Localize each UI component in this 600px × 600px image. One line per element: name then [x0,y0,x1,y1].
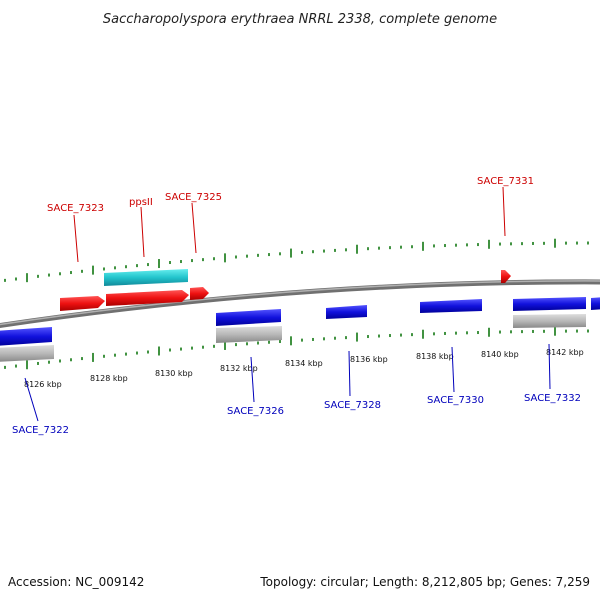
label-sace-7323[interactable]: SACE_7323 [47,203,104,214]
label-ppsii[interactable]: ppsII [129,197,153,208]
label-sace-7326[interactable]: SACE_7326 [227,406,284,417]
label-sace-7322[interactable]: SACE_7322 [12,425,69,436]
gene-edge-arrow[interactable] [591,297,600,310]
gene-sace-7326-arrow[interactable] [216,309,281,326]
genome-backbone-highlight [0,280,600,326]
tick-label-8142: 8142 kbp [546,348,584,357]
label-sace-7330[interactable]: SACE_7330 [427,395,484,406]
gene-sace-7322-arrow[interactable] [0,327,52,346]
tick-label-8136: 8136 kbp [350,355,388,364]
tick-label-8134: 8134 kbp [285,359,323,368]
tick-label-8132: 8132 kbp [220,364,258,373]
label-sace-7332[interactable]: SACE_7332 [524,393,581,404]
gene-sace-7323-arrow[interactable] [60,296,105,311]
inner-tick-ring [4,326,589,370]
accession-text: Accession: NC_009142 [8,575,144,589]
reverse-rna-feature-1[interactable] [0,345,54,362]
label-sace-7331[interactable]: SACE_7331 [477,176,534,187]
gene-sace-7325-arrow[interactable] [190,287,209,300]
tick-label-8126: 8126 kbp [24,380,62,389]
tick-label-8138: 8138 kbp [416,352,454,361]
gene-sace-7330-arrow[interactable] [420,299,482,313]
reverse-rna-feature-2[interactable] [216,326,282,343]
gene-ppsii-arrow[interactable] [106,290,189,306]
reverse-rna-feature-3[interactable] [513,314,586,328]
gene-sace-7331-arrow[interactable] [501,270,511,283]
gene-sace-7328-arrow[interactable] [326,305,367,319]
reverse-gene-labels: SACE_7322 SACE_7326 SACE_7328 SACE_7330 … [12,343,581,436]
label-sace-7328[interactable]: SACE_7328 [324,400,381,411]
reverse-strand-features [0,297,600,362]
genome-backbone [0,279,600,329]
tick-label-8128: 8128 kbp [90,374,128,383]
tick-label-8130: 8130 kbp [155,369,193,378]
gene-sace-7332-arrow[interactable] [513,297,586,311]
outer-tick-ring [4,238,589,283]
tick-label-8140: 8140 kbp [481,350,519,359]
forward-gene-labels: SACE_7323 ppsII SACE_7325 SACE_7331 [47,176,534,263]
forward-strand-features [60,269,511,311]
map-title: Saccharopolyspora erythraea NRRL 2338, c… [103,12,497,27]
genome-summary-text: Topology: circular; Length: 8,212,805 bp… [259,575,590,589]
tick-labels: 8126 kbp 8128 kbp 8130 kbp 8132 kbp 8134… [24,348,584,389]
label-sace-7325[interactable]: SACE_7325 [165,192,222,203]
forward-rna-feature[interactable] [104,269,188,286]
